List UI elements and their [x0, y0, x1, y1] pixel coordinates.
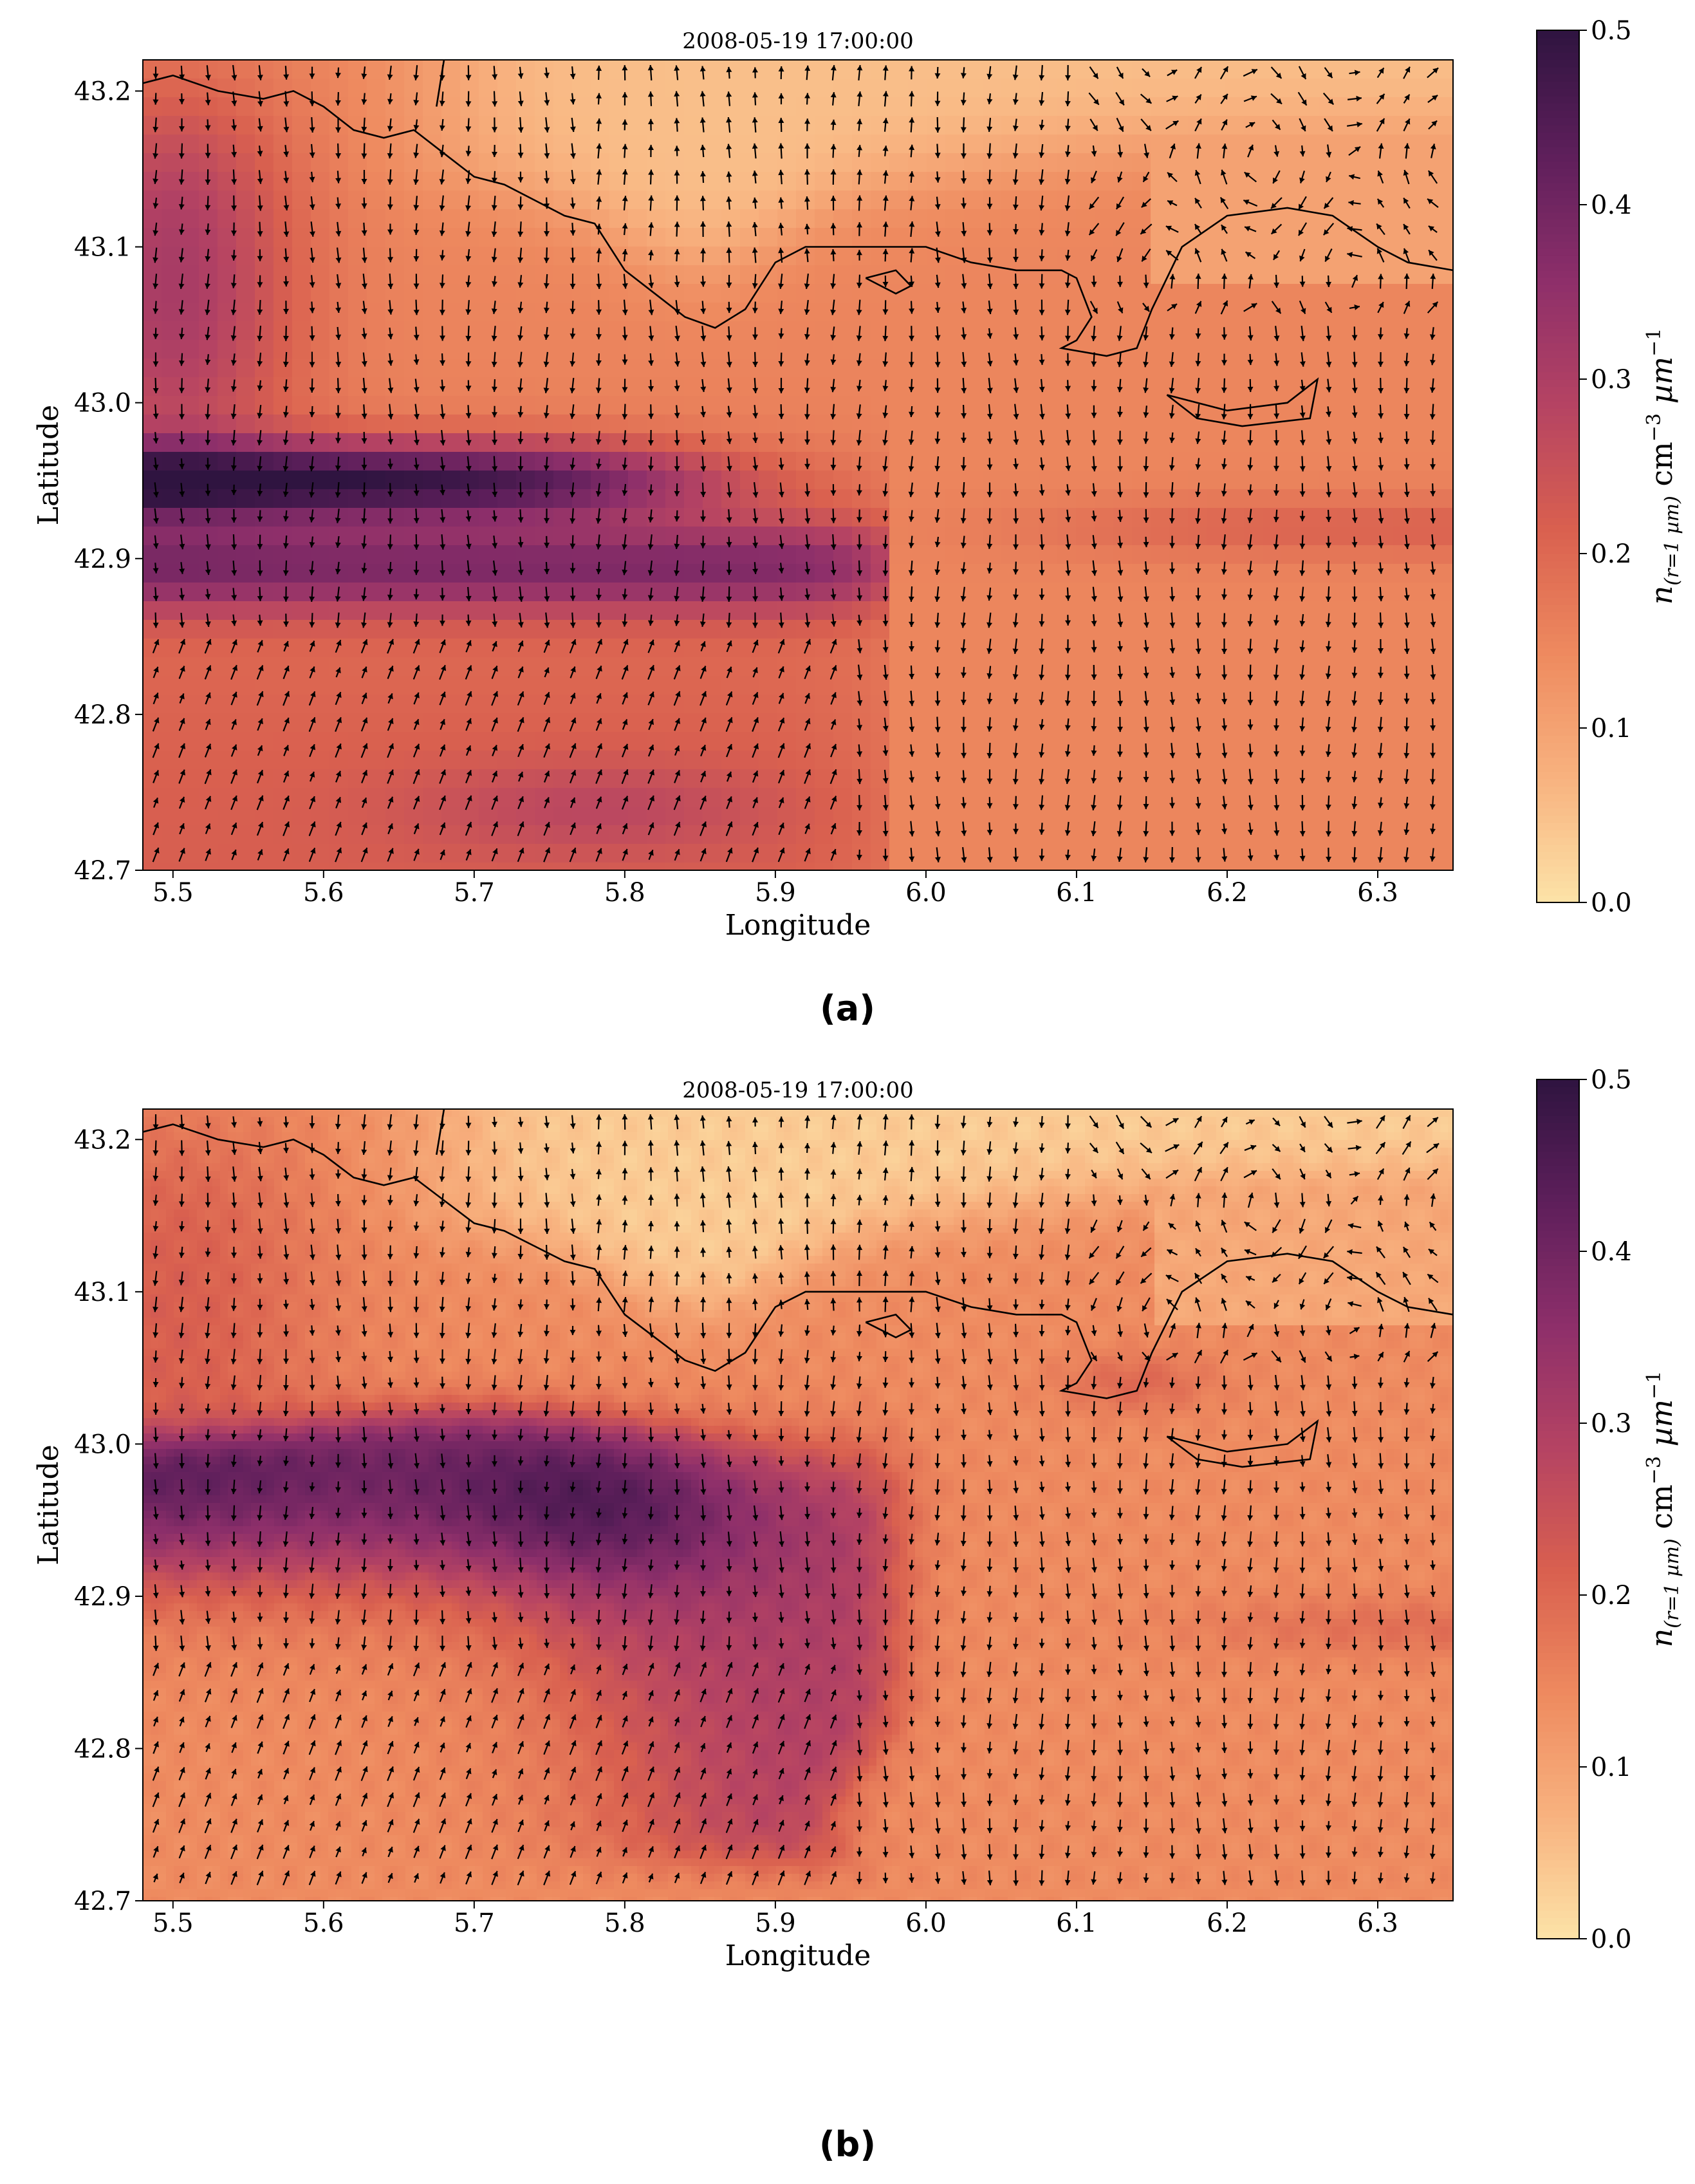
panel-a-x-axis: 5.5 5.6 5.7 5.8 5.9 6.0 6.1 6.2 6.3 [153, 870, 1398, 908]
panel-b-colorbar-tick-label: 0.0 [1591, 1925, 1632, 1954]
panel-a-plot-frame [142, 59, 1454, 871]
panel-b-x-tick-label: 5.9 [755, 1909, 796, 1938]
panel-a-coastline [142, 59, 1454, 427]
chart-a: 2008-05-19 17:00:00 5.5 5.6 5.7 5.8 5.9 6.0 6.1… [32, 16, 1683, 942]
panel-a-x-tick-label: 5.5 [153, 878, 194, 908]
panel-b-wind-vectors [152, 1114, 1440, 1886]
panel-b-colorbar-tick-label: 0.3 [1591, 1409, 1632, 1439]
panel-b-concentration-field [143, 1109, 1453, 1901]
panel-a-y-tick-label: 42.7 [74, 856, 131, 886]
panel-a-title: 2008-05-19 17:00:00 [682, 28, 914, 54]
panel-a: 2008-05-19 17:00:00 5.5 5.6 5.7 5.8 5.9 6.0 6.1… [0, 0, 1695, 1056]
panel-b-y-tick-label: 42.7 [74, 1887, 131, 1916]
panel-a-x-tick-label: 5.6 [303, 878, 344, 908]
panel-b-y-axis-label: Latitude [32, 1444, 65, 1565]
panel-a-x-axis-label: Longitude [725, 909, 871, 942]
panel-b-x-tick-label: 5.5 [153, 1909, 194, 1938]
panel-a-y-tick-label: 43.2 [74, 77, 131, 106]
panel-a-colorbar-tick-label: 0.4 [1591, 191, 1632, 220]
panel-b-y-axis: 42.7 42.8 42.9 43.0 43.1 43.2 [74, 1125, 143, 1916]
panel-a-caption: (a) [0, 988, 1695, 1029]
panel-a-x-tick-label: 6.1 [1056, 878, 1097, 908]
panel-b-y-tick-label: 43.0 [74, 1430, 131, 1459]
panel-a-x-tick-label: 6.3 [1357, 878, 1398, 908]
panel-a-colorbar: 0.0 0.1 0.2 0.3 0.4 0.5 [1536, 16, 1632, 918]
panel-b-x-tick-label: 6.3 [1357, 1909, 1398, 1938]
panel-b-x-tick-label: 6.1 [1056, 1909, 1097, 1938]
panel-b-colorbar-label: n(r=1 µm) cm−3 µm−1 [1643, 1371, 1683, 1648]
panel-a-concentration-field [143, 60, 1453, 870]
panel-a-x-tick-label: 5.7 [454, 878, 495, 908]
panel-a-x-tick-label: 5.9 [755, 878, 796, 908]
panel-a-colorbar-tick-label: 0.1 [1591, 714, 1632, 743]
chart-b: 2008-05-19 17:00:00 5.5 5.6 5.7 5.8 5.9 6.0 6.1… [32, 1065, 1683, 1972]
panel-b-colorbar-tick-label: 0.2 [1591, 1581, 1632, 1610]
panel-b-x-axis-label: Longitude [725, 1939, 871, 1972]
panel-a-colorbar-tick-label: 0.0 [1591, 888, 1632, 918]
panel-a-x-tick-label: 6.2 [1207, 878, 1248, 908]
panel-b-plot-frame [142, 1108, 1454, 1901]
panel-a-y-axis-label: Latitude [32, 405, 65, 525]
panel-a-y-tick-label: 42.8 [74, 700, 131, 730]
panel-a-x-tick-label: 5.8 [604, 878, 645, 908]
panel-a-y-tick-label: 43.0 [74, 389, 131, 418]
panel-b-colorbar-tick-label: 0.1 [1591, 1753, 1632, 1782]
panel-a-y-tick-label: 42.9 [74, 545, 131, 574]
panel-a-colorbar-tick-label: 0.5 [1591, 16, 1632, 46]
panel-b-x-tick-label: 5.8 [604, 1909, 645, 1938]
panel-b-title: 2008-05-19 17:00:00 [682, 1078, 914, 1103]
panel-b-x-tick-label: 5.6 [303, 1909, 344, 1938]
panel-a-colorbar-tick-label: 0.3 [1591, 365, 1632, 395]
panel-b-colorbar: 0.0 0.1 0.2 0.3 0.4 0.5 [1536, 1065, 1632, 1954]
panel-b-caption: (b) [0, 2124, 1695, 2165]
panel-a-y-axis: 42.7 42.8 42.9 43.0 43.1 43.2 [74, 77, 143, 886]
panel-a-y-tick-label: 43.1 [74, 233, 131, 263]
panel-b: 2008-05-19 17:00:00 5.5 5.6 5.7 5.8 5.9 6.0 6.1… [0, 1049, 1695, 2184]
panel-b-coastline [142, 1108, 1454, 1468]
panel-b-colorbar-tick-label: 0.5 [1591, 1065, 1632, 1095]
panel-a-x-tick-label: 6.0 [905, 878, 947, 908]
panel-b-y-tick-label: 42.8 [74, 1734, 131, 1764]
panel-a-colorbar-label: n(r=1 µm) cm−3 µm−1 [1643, 328, 1683, 605]
panel-a-wind-vectors [152, 64, 1439, 863]
panel-b-x-tick-label: 5.7 [454, 1909, 495, 1938]
panel-b-y-tick-label: 43.1 [74, 1278, 131, 1307]
panel-b-x-tick-label: 6.2 [1207, 1909, 1248, 1938]
panel-a-colorbar-tick-label: 0.2 [1591, 539, 1632, 569]
panel-b-y-tick-label: 43.2 [74, 1125, 131, 1155]
panel-b-x-axis: 5.5 5.6 5.7 5.8 5.9 6.0 6.1 6.2 6.3 [153, 1901, 1398, 1938]
panel-b-y-tick-label: 42.9 [74, 1582, 131, 1612]
panel-b-colorbar-tick-label: 0.4 [1591, 1237, 1632, 1267]
panel-b-x-tick-label: 6.0 [905, 1909, 947, 1938]
